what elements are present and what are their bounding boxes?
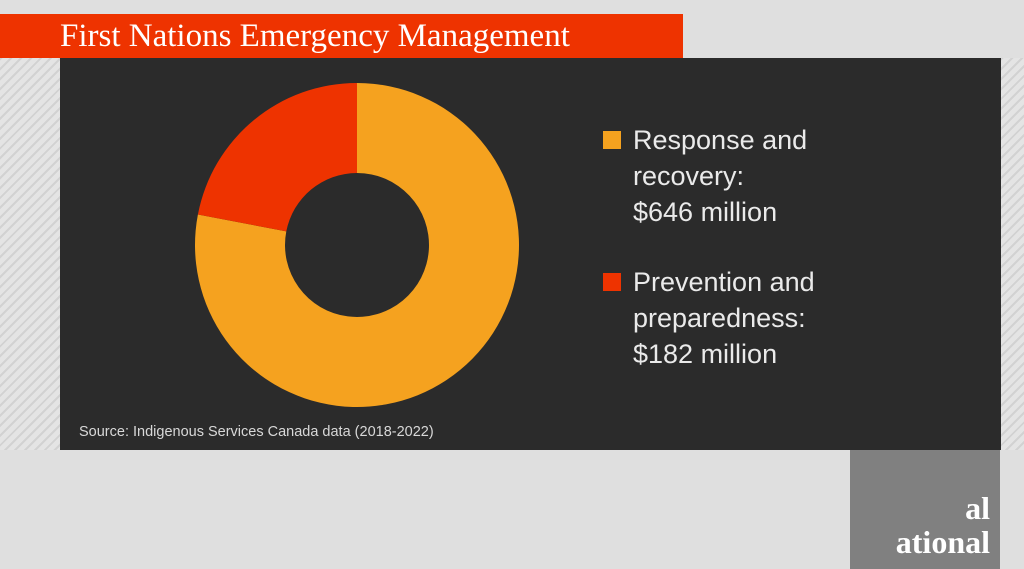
donut-slice-prevention-and-preparedness [197,83,357,232]
legend-value: $646 million [633,197,778,227]
logo-text-line: al [965,490,990,526]
background-hatch-left [0,58,60,450]
legend-item-prevention: Prevention and preparedness: $182 millio… [603,264,815,372]
legend-label-line: recovery: [633,161,745,191]
legend-label-line: Prevention and [633,267,815,297]
logo-text-line: ational [895,524,990,560]
legend-label-line: preparedness: [633,303,806,333]
chart-panel: Response and recovery: $646 million Prev… [60,58,1001,450]
network-logo: al ational [850,450,1000,569]
background-hatch-right [1001,58,1024,450]
chart-title: First Nations Emergency Management [60,18,570,54]
donut-slice-response-and-recovery [195,83,519,407]
legend-swatch-prevention [603,273,621,291]
legend-item-response: Response and recovery: $646 million [603,122,807,230]
source-note: Source: Indigenous Services Canada data … [79,424,434,440]
legend-label-line: Response and [633,125,808,155]
title-banner: First Nations Emergency Management [0,14,683,58]
donut-chart [195,83,519,407]
legend-value: $182 million [633,339,778,369]
legend-swatch-response [603,131,621,149]
